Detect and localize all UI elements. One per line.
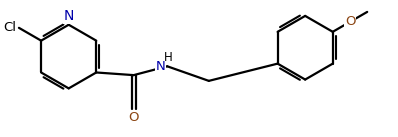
Text: Cl: Cl [4,21,17,34]
Text: N: N [64,9,74,23]
Text: H: H [164,51,173,64]
Text: N: N [156,60,166,73]
Text: O: O [129,111,139,124]
Text: O: O [345,15,355,28]
